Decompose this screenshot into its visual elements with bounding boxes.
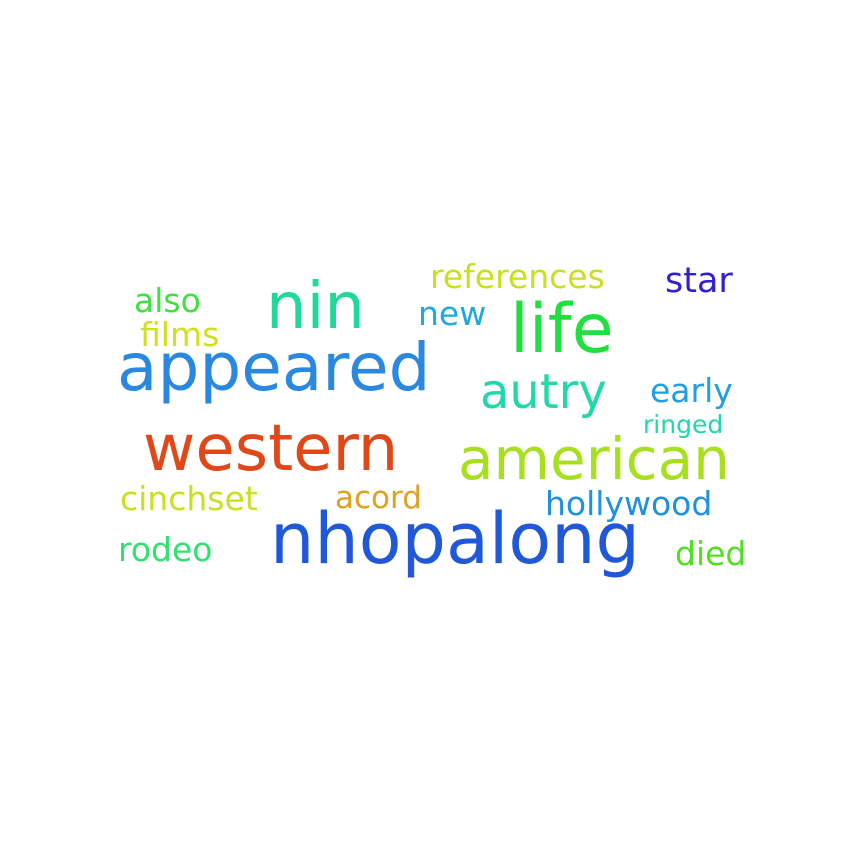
word-american: american xyxy=(458,425,730,493)
word-new: new xyxy=(418,294,487,333)
word-appeared: appeared xyxy=(117,329,431,406)
word-films: films xyxy=(140,315,220,354)
word-ringed: ringed xyxy=(643,410,724,439)
word-nhopalong: nhopalong xyxy=(270,498,640,580)
word-western: western xyxy=(143,412,399,486)
word-hollywood: hollywood xyxy=(545,484,713,523)
word-nin: nin xyxy=(266,270,365,344)
word-cinchset: cinchset xyxy=(120,479,258,518)
word-also: also xyxy=(134,281,201,320)
word-references: references xyxy=(430,257,605,296)
word-acord: acord xyxy=(335,480,422,516)
word-star: star xyxy=(665,261,733,301)
word-life: life xyxy=(510,290,614,369)
word-autry: autry xyxy=(480,364,607,420)
word-rodeo: rodeo xyxy=(118,530,213,569)
word-died: died xyxy=(675,534,747,573)
word-early: early xyxy=(650,371,733,410)
